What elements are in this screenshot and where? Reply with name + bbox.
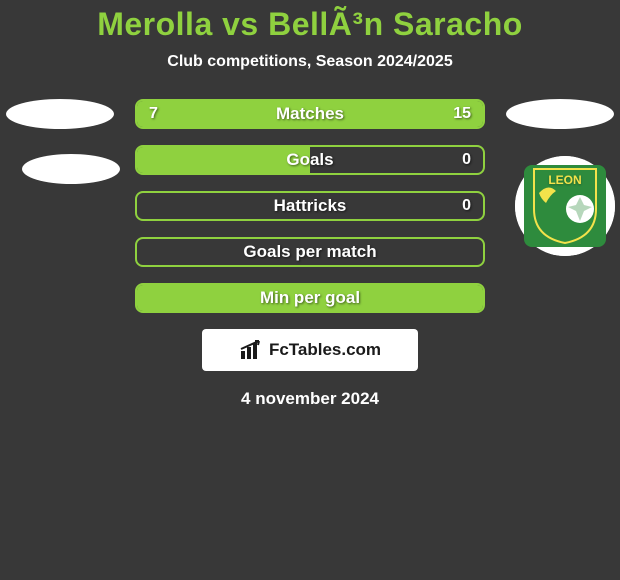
stat-row: Min per goal <box>135 283 485 313</box>
stat-rows: 715Matches 0Goals 0Hattricks Goals per matc… <box>135 99 485 313</box>
comparison-chart: LEON 715Matches 0Goals 0Hattricks Goals per… <box>0 99 620 409</box>
stat-label: Goals <box>137 147 483 173</box>
stat-row: 0Goals <box>135 145 485 175</box>
bar-chart-icon <box>239 339 265 361</box>
player-left-avatar-placeholder <box>6 99 114 129</box>
player-right-avatar-placeholder <box>506 99 614 129</box>
stat-label: Goals per match <box>137 239 483 265</box>
stat-label: Hattricks <box>137 193 483 219</box>
stat-label: Matches <box>137 101 483 127</box>
generated-date: 4 november 2024 <box>0 389 620 409</box>
subtitle: Club competitions, Season 2024/2025 <box>0 53 620 71</box>
player-left-club-placeholder <box>22 154 120 184</box>
stat-row: Goals per match <box>135 237 485 267</box>
page-title: Merolla vs BellÃ³n Saracho <box>0 0 620 43</box>
stat-row: 715Matches <box>135 99 485 129</box>
club-logo-inner: LEON <box>524 165 606 247</box>
svg-text:LEON: LEON <box>548 173 581 187</box>
stat-row: 0Hattricks <box>135 191 485 221</box>
attribution-text: FcTables.com <box>269 340 381 360</box>
player-right-club-logo: LEON <box>515 156 615 256</box>
stat-label: Min per goal <box>137 285 483 311</box>
attribution-badge: FcTables.com <box>202 329 418 371</box>
leon-shield-icon: LEON <box>524 165 606 247</box>
